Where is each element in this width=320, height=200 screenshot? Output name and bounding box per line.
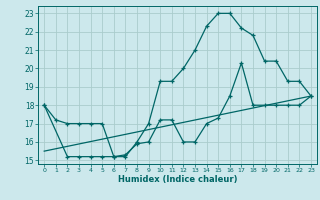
X-axis label: Humidex (Indice chaleur): Humidex (Indice chaleur) xyxy=(118,175,237,184)
